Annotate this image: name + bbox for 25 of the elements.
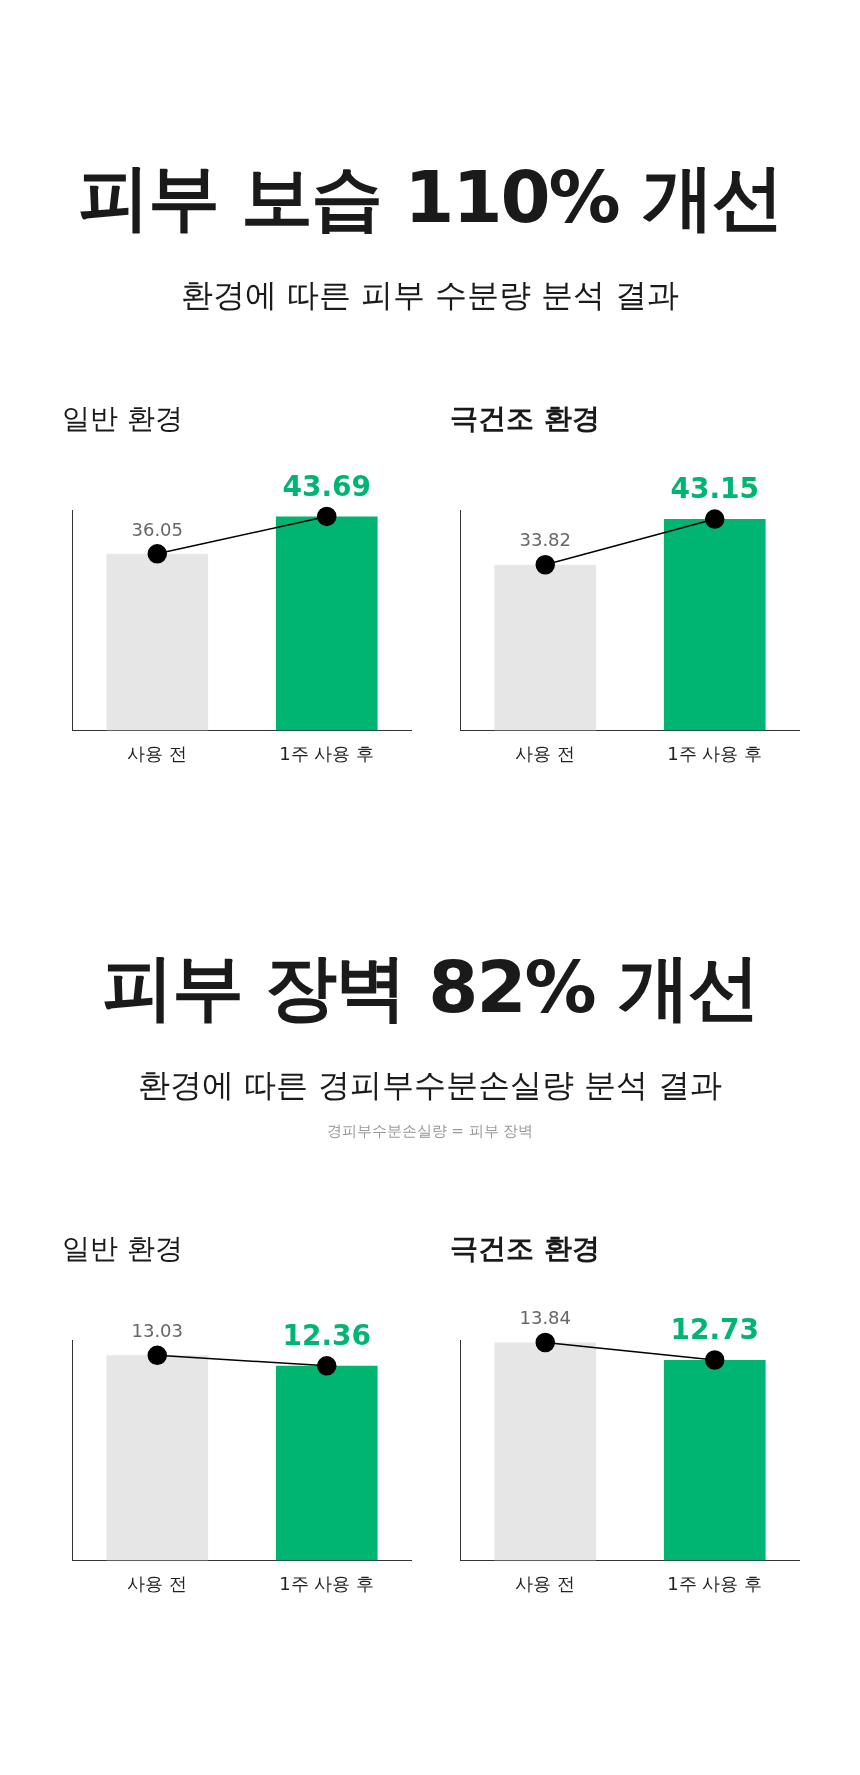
data-label: 43.15 [670,472,760,506]
text: 경피부수분손실량 = 피부 장벽 [325,1122,535,1141]
x-tick-label: 1주 사용 후 [667,742,763,764]
x-tick-label: 1주 사용 후 [279,1572,375,1594]
x-tick-label: 1주 사용 후 [667,1572,763,1594]
chart-title: 일반 환경 [62,401,184,437]
data-label: 36.05 [131,518,184,540]
x-tick-label: 사용 전 [515,1572,576,1594]
x-tick-label: 1주 사용 후 [279,742,375,764]
text: 환경에 따른 경피부수분손실량 분석 결과 [136,1065,724,1106]
x-tick-label: 사용 전 [127,742,188,764]
data-label: 13.84 [519,1307,572,1329]
text: 환경에 따른 피부 수분량 분석 결과 [179,275,681,316]
data-label: 12.73 [670,1313,760,1347]
text: 피부 보습 110% 개선 [77,154,783,241]
chart-title: 일반 환경 [62,1231,184,1267]
x-tick-label: 사용 전 [515,742,576,764]
data-label: 12.36 [282,1319,372,1353]
chart-title: 극건조 환경 [450,401,601,437]
data-label: 33.82 [519,529,572,551]
data-label: 13.03 [131,1319,184,1341]
chart-title: 극건조 환경 [450,1231,601,1267]
data-label: 43.69 [282,469,372,503]
x-tick-label: 사용 전 [127,1572,188,1594]
text: 피부 장벽 82% 개선 [101,944,759,1031]
